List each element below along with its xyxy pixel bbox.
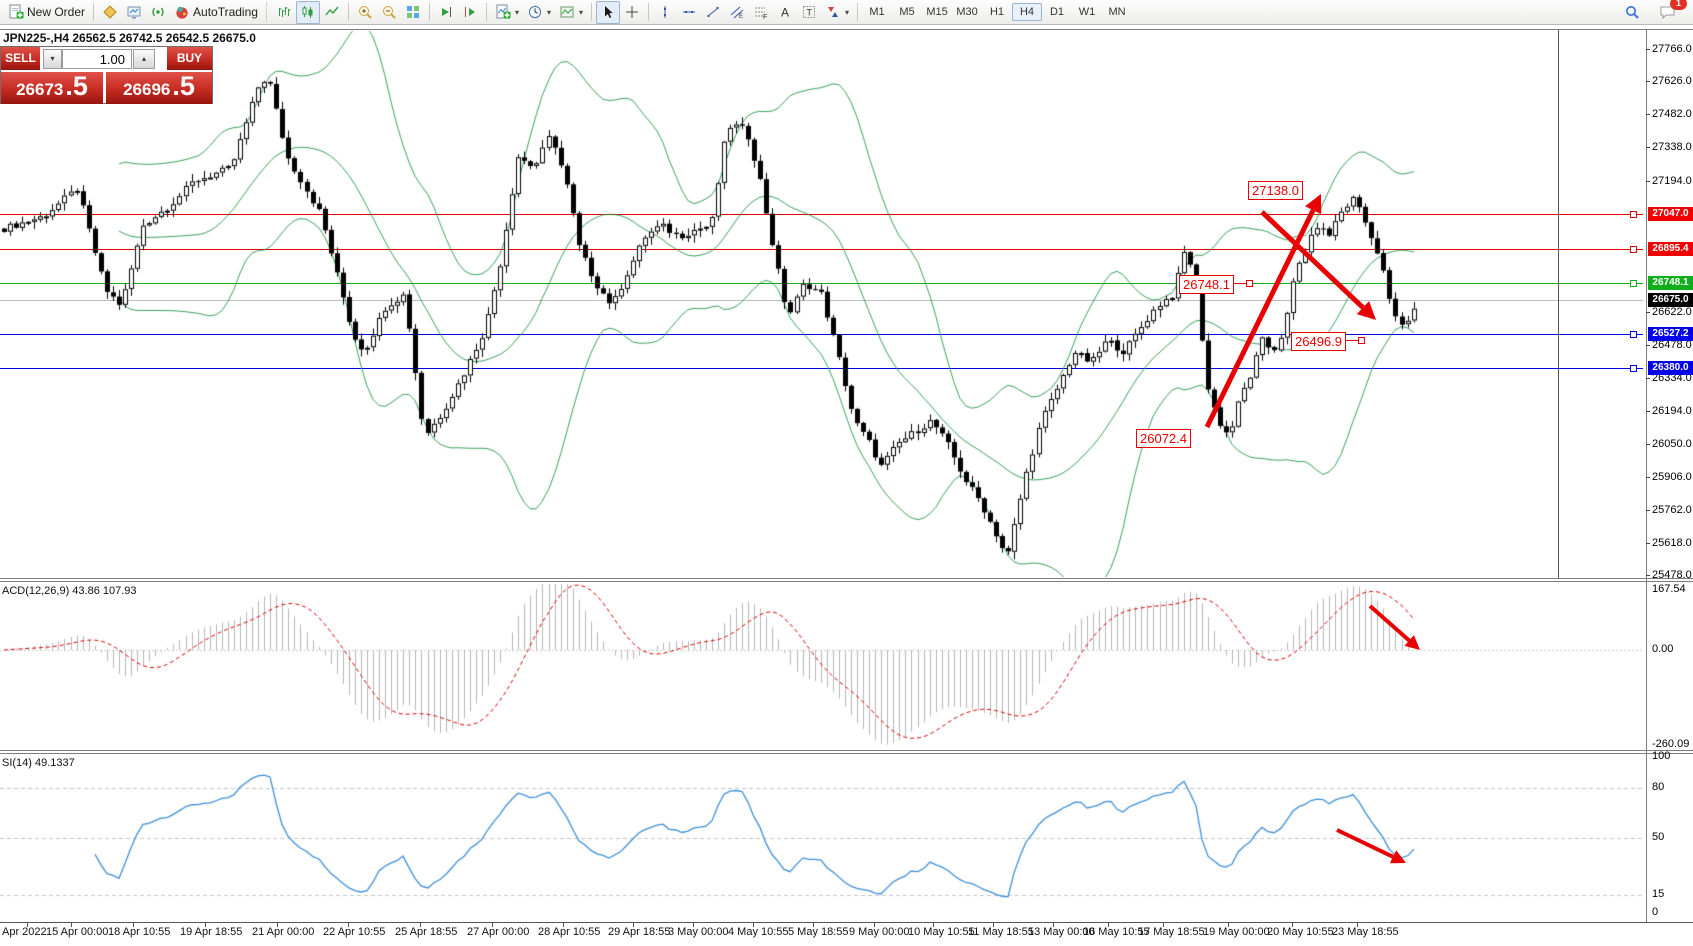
volume-increase-button[interactable]: ▴	[133, 49, 155, 69]
buy-price-frac: .5	[172, 71, 195, 101]
price-tag-27047.0: 27047.0	[1648, 207, 1693, 221]
sell-button[interactable]: SELL	[1, 47, 40, 70]
rsi-indicator-label: SI(14) 49.1337	[2, 757, 75, 769]
one-click-trading-panel: SELL ▾ 1.00 ▴ BUY 26673 .5 26696 .5	[0, 46, 213, 104]
annotation-connector	[1234, 283, 1246, 284]
sell-price[interactable]: 26673 .5	[1, 72, 103, 104]
annotation-anchor	[1246, 280, 1253, 287]
price-tag-26895.4: 26895.4	[1648, 242, 1693, 256]
annotation-price-label-26072.4[interactable]: 26072.4	[1136, 429, 1191, 448]
annotation-connector	[1346, 340, 1358, 341]
buy-price[interactable]: 26696 .5	[106, 72, 212, 104]
sell-price-main: 26673	[16, 80, 64, 99]
annotation-price-label-26496.9[interactable]: 26496.9	[1291, 332, 1346, 351]
buy-price-main: 26696	[123, 80, 171, 99]
buy-button[interactable]: BUY	[167, 47, 212, 70]
price-tag-26748.1: 26748.1	[1648, 276, 1693, 290]
annotation-price-label-27138.0[interactable]: 27138.0	[1248, 181, 1303, 200]
volume-input[interactable]: 1.00	[62, 49, 132, 69]
volume-decrease-button[interactable]: ▾	[43, 49, 62, 69]
price-tag-26380.0: 26380.0	[1648, 361, 1693, 375]
sell-price-frac: .5	[65, 71, 88, 101]
price-tag-26527.2: 26527.2	[1648, 327, 1693, 341]
price-tag-26675.0: 26675.0	[1648, 293, 1693, 307]
annotation-price-label-26748.1[interactable]: 26748.1	[1179, 275, 1234, 294]
macd-indicator-label: ACD(12,26,9) 43.86 107.93	[2, 585, 137, 597]
annotation-anchor	[1358, 337, 1365, 344]
